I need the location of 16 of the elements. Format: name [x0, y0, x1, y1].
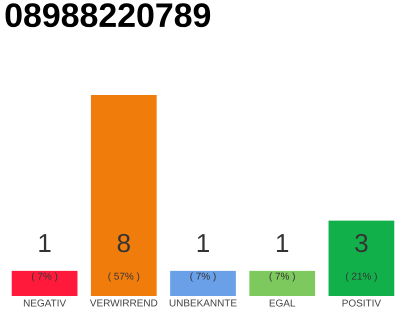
data-label: 1 — [198, 234, 209, 252]
data-label: 1 — [276, 234, 288, 252]
x-tick-label: EGAL — [270, 300, 296, 307]
x-tick-label: VERWIRREND — [90, 300, 158, 306]
chart-title: 08988220789 — [6, 3, 210, 28]
annotation: ( 21% ) — [346, 272, 377, 282]
data-label: 1 — [39, 234, 51, 252]
annotation: ( 7% ) — [270, 272, 295, 282]
annotation: ( 7% ) — [32, 272, 58, 282]
data-label: 8 — [118, 234, 130, 252]
data-label: 3 — [355, 234, 368, 252]
x-tick-label: NEGATIV — [24, 300, 66, 307]
x-tick-label: UNBEKANNTE — [170, 300, 237, 306]
annotation: ( 7% ) — [190, 272, 216, 282]
x-tick-label: POSITIV — [342, 300, 382, 307]
annotation: ( 57% ) — [108, 272, 140, 282]
